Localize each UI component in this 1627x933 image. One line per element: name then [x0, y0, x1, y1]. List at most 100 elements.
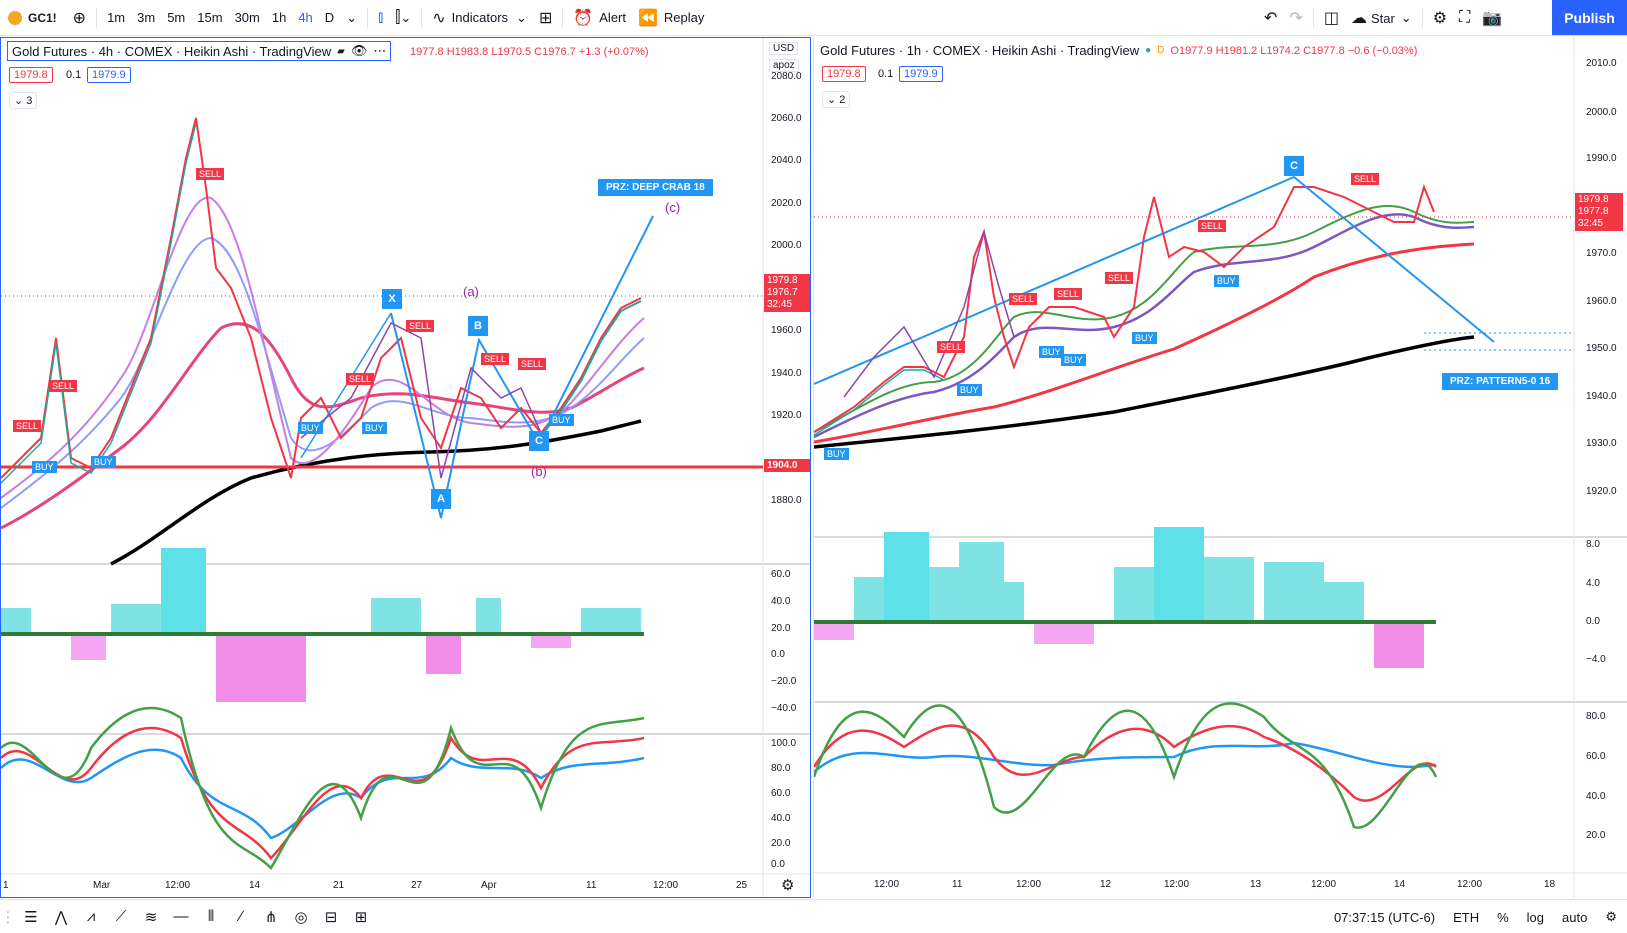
more-icon[interactable]: ⋯ — [373, 43, 387, 58]
fullscreen-button[interactable]: ⛶ — [1453, 4, 1476, 32]
layouts-button[interactable]: ⊞ — [533, 4, 558, 32]
chevron-down-icon: ⌄ — [516, 9, 527, 25]
left-last-close: 1976.7 — [767, 287, 798, 298]
left-indicators-toggle[interactable]: ⌄ 3 — [9, 92, 38, 109]
drag-handle-icon[interactable]: ⋮ — [0, 908, 16, 926]
percent-toggle[interactable]: % — [1497, 909, 1509, 925]
left-currency-select[interactable]: USD — [769, 42, 799, 55]
symbol-search[interactable]: GC1! — [0, 0, 67, 36]
interval-4h[interactable]: 4h — [298, 10, 313, 25]
spiral-icon[interactable]: ◎ — [294, 908, 308, 926]
right-time-tick: 13 — [1250, 879, 1262, 890]
chart-type-button[interactable]: ⫿ ⌄ — [389, 4, 417, 32]
left-bid-price[interactable]: 1979.8 — [9, 67, 53, 83]
horizontal-line-icon[interactable]: — — [173, 908, 189, 925]
right-last-price-badge: 1979.8 1977.8 32:45 — [1575, 193, 1623, 231]
sell-signal: SELL — [1105, 272, 1134, 284]
right-price-tick: 1950.0 — [1586, 343, 1617, 354]
left-osc-tick: −40.0 — [771, 703, 797, 714]
left-time-tick: 14 — [249, 880, 261, 891]
interval-1h[interactable]: 1h — [271, 10, 287, 25]
compare-button[interactable]: ⊕ — [67, 4, 92, 32]
right-rsi-tick: 60.0 — [1586, 751, 1606, 762]
right-pattern-label: PRZ: PATTERN5-0 16 — [1442, 373, 1559, 390]
right-ask-price[interactable]: 1979.9 — [899, 66, 943, 82]
bar-style-button[interactable]: ⫾ — [372, 4, 389, 32]
replay-button[interactable]: ⏪ Replay — [632, 4, 710, 32]
interval-15m[interactable]: 15m — [197, 10, 223, 25]
pitchfork-icon[interactable]: ⋔ — [264, 908, 278, 926]
buy-signal: BUY — [1061, 354, 1086, 366]
left-legend-title: Gold Futures · 4h · COMEX · Heikin Ashi … — [12, 43, 332, 59]
indicators-button[interactable]: ∿ Indicators ⌄ — [426, 4, 533, 32]
layout-button[interactable]: ◫ — [1318, 4, 1345, 32]
alert-label: Alert — [599, 10, 626, 25]
interval-d[interactable]: D — [324, 10, 335, 25]
wave-label-c: (c) — [665, 200, 681, 215]
interval-30m[interactable]: 30m — [234, 10, 260, 25]
right-time-tick: 11 — [952, 879, 963, 890]
left-osc-tick: −20.0 — [771, 676, 797, 687]
clock-time[interactable]: 07:37:15 (UTC-6) — [1333, 909, 1436, 925]
session-toggle[interactable]: ETH — [1453, 909, 1480, 925]
interval-3m[interactable]: 3m — [137, 10, 156, 25]
left-price-tick: 2000.0 — [771, 240, 802, 251]
wave-label-a: (a) — [463, 284, 479, 299]
right-indicators-toggle[interactable]: ⌄ 2 — [822, 91, 851, 108]
right-countdown: 32:45 — [1578, 218, 1604, 229]
right-price-tick: 2000.0 — [1586, 107, 1617, 118]
fib-retracement-icon[interactable]: ≋ — [144, 908, 158, 926]
buy-signal: BUY — [362, 422, 387, 434]
divider — [1421, 8, 1423, 28]
right-bid-price[interactable]: 1979.8 — [822, 66, 866, 82]
right-legend[interactable]: Gold Futures · 1h · COMEX · Heikin Ashi … — [820, 43, 1417, 58]
long-position-icon[interactable]: ⊟ — [324, 908, 338, 926]
right-time-tick: 12:00 — [1457, 879, 1483, 890]
gear-icon[interactable]: ⚙ — [1605, 909, 1617, 924]
wave-label-b: (b) — [531, 464, 547, 479]
log-toggle[interactable]: log — [1526, 909, 1545, 925]
menu-icon[interactable]: ☰ — [24, 908, 38, 926]
indicators-label: Indicators — [451, 10, 509, 25]
interval-dropdown[interactable]: ⌄ — [340, 4, 363, 32]
publish-button[interactable]: Publish — [1552, 0, 1627, 35]
eye-icon[interactable]: 👁 — [350, 43, 368, 58]
top-toolbar: GC1! ⊕ 1m 3m 5m 15m 30m 1h 4h D ⌄ ⫾ ⫿ ⌄ ∿… — [0, 0, 1627, 36]
left-chart-pane[interactable]: Gold Futures · 4h · COMEX · Heikin Ashi … — [0, 37, 811, 898]
right-price-tick: 1970.0 — [1586, 248, 1617, 259]
cloud-icon: ☁ — [1350, 10, 1367, 27]
alert-button[interactable]: ⏰ Alert — [567, 4, 632, 32]
point-x-label: X — [382, 289, 402, 309]
left-scale-mode[interactable]: apoz — [769, 59, 799, 72]
right-rsi-tick: 80.0 — [1586, 711, 1606, 722]
auto-toggle[interactable]: auto — [1562, 909, 1588, 925]
right-time-tick: 12:00 — [1164, 879, 1190, 890]
interval-1m[interactable]: 1m — [107, 10, 126, 25]
left-ask-price[interactable]: 1979.9 — [87, 67, 131, 83]
right-chart-pane[interactable]: Gold Futures · 1h · COMEX · Heikin Ashi … — [813, 37, 1627, 898]
undo-button[interactable]: ↶ — [1258, 4, 1283, 32]
redo-button[interactable]: ↷ — [1283, 4, 1308, 32]
settings-button[interactable]: ⚙ — [1427, 4, 1453, 32]
star-button[interactable]: ☁ Star ⌄ — [1345, 4, 1418, 32]
right-point-c-label: C — [1284, 156, 1304, 176]
camera-icon: 📷 — [1482, 10, 1503, 27]
right-rsi-tick: 20.0 — [1586, 830, 1606, 841]
right-time-tick: 14 — [1394, 879, 1406, 890]
interval-5m[interactable]: 5m — [167, 10, 186, 25]
parallel-lines-icon[interactable]: ⫴ — [207, 908, 215, 925]
buy-signal: BUY — [957, 384, 982, 396]
left-chart-settings-gear-icon[interactable]: ⚙ — [781, 877, 795, 894]
abcd-pattern-icon[interactable]: ⋀ — [54, 908, 68, 926]
right-price-tick: 1920.0 — [1586, 486, 1617, 497]
left-osc-tick: 0.0 — [771, 649, 785, 660]
sell-signal: SELL — [406, 320, 435, 332]
ray-icon[interactable]: ∕ — [239, 908, 243, 925]
screenshot-button[interactable]: 📷 — [1476, 4, 1508, 32]
projection-icon[interactable]: ⊞ — [354, 908, 368, 926]
toolbar-right-group: ↶ ↷ ◫ ☁ Star ⌄ ⚙ ⛶ 📷 — [1258, 0, 1508, 36]
elliott-wave-icon[interactable]: ⩘ — [86, 908, 96, 925]
left-legend[interactable]: Gold Futures · 4h · COMEX · Heikin Ashi … — [7, 41, 392, 61]
right-legend-title: Gold Futures · 1h · COMEX · Heikin Ashi … — [820, 43, 1140, 58]
trend-line-icon[interactable]: ⟋ — [115, 908, 127, 925]
